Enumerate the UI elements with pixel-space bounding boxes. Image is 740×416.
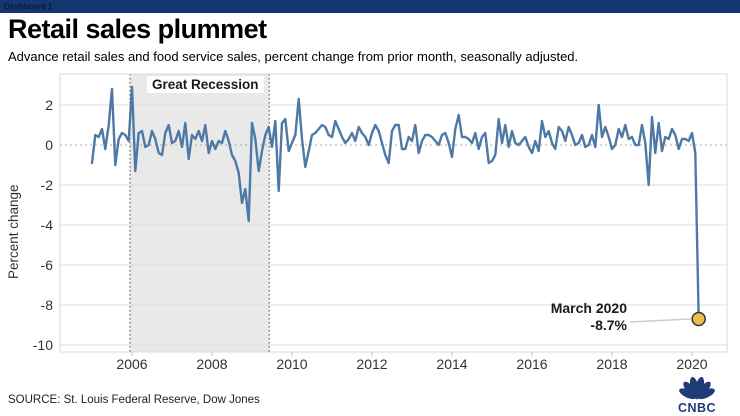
chart-subtitle: Advance retail sales and food service sa… — [8, 49, 579, 64]
x-tick-label: 2018 — [596, 356, 627, 372]
y-tick-label: -10 — [33, 337, 53, 353]
peacock-icon — [679, 377, 715, 400]
x-tick-label: 2008 — [196, 356, 227, 372]
source-credit: SOURCE: St. Louis Federal Reserve, Dow J… — [8, 394, 260, 406]
y-tick-label: -2 — [41, 177, 54, 193]
recession-band — [130, 74, 270, 352]
plot-border — [59, 73, 728, 353]
cnbc-logo-text: CNBC — [678, 401, 716, 414]
y-axis-label: Percent change — [6, 184, 21, 279]
annotation-date: March 2020 — [550, 300, 627, 316]
endpoint-marker — [691, 311, 706, 327]
cnbc-logo: CNBC — [678, 377, 716, 414]
y-tick-label: 2 — [45, 97, 53, 113]
x-tick-label: 2020 — [676, 356, 707, 372]
x-tick-label: 2012 — [356, 356, 387, 372]
annotation-leader-line — [629, 318, 691, 323]
annotation-value: -8.7% — [590, 317, 627, 333]
y-tick-label: -4 — [41, 217, 54, 233]
recession-band-label: Great Recession — [147, 76, 264, 93]
x-tick-label: 2014 — [436, 356, 467, 372]
y-tick-label: -6 — [41, 257, 54, 273]
dashboard-tab-bar: Dashboard 1 — [0, 0, 740, 13]
endpoint-annotation: March 2020 -8.7% — [551, 300, 627, 334]
dashboard-tab[interactable]: Dashboard 1 — [4, 2, 53, 11]
x-tick-label: 2010 — [276, 356, 307, 372]
y-tick-label: -8 — [41, 297, 54, 313]
y-tick-label: 0 — [45, 137, 53, 153]
x-tick-label: 2006 — [116, 356, 147, 372]
x-tick-label: 2016 — [516, 356, 547, 372]
chart-title: Retail sales plummet — [8, 14, 267, 44]
data-line — [90, 85, 700, 321]
